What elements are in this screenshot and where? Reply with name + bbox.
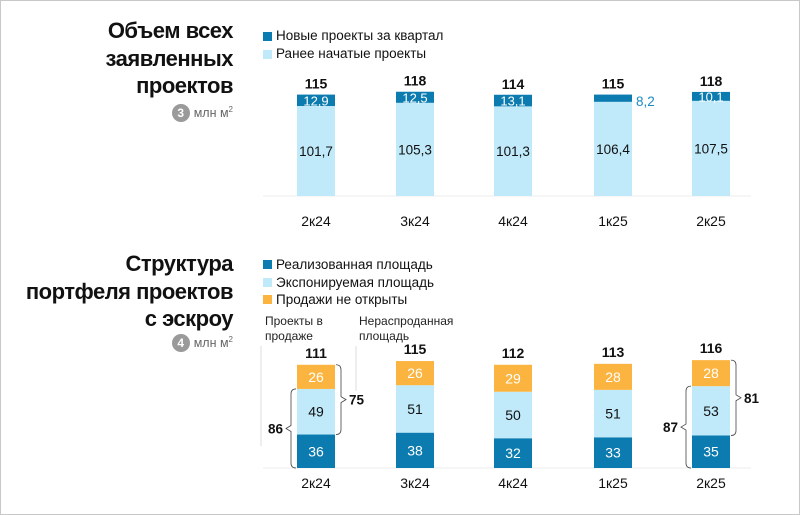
bracket xyxy=(730,359,742,436)
bar-segment-realized xyxy=(692,435,730,468)
bar-segment-realized xyxy=(396,432,434,468)
chart2-legend: Реализованная площадь Экспонируемая площ… xyxy=(263,256,434,309)
bar-value: 53 xyxy=(703,403,719,419)
chart1-unit: 3 млн м2 xyxy=(171,104,233,122)
bar-value-prev: 106,4 xyxy=(596,142,630,157)
x-tick-label: 4к24 xyxy=(498,475,528,491)
bar-segment-prev xyxy=(494,106,532,196)
bar-value-prev: 101,7 xyxy=(299,144,333,159)
x-tick-label: 1к25 xyxy=(598,475,628,491)
bar-total: 115 xyxy=(305,76,328,92)
bar-total: 112 xyxy=(502,345,525,361)
bar-segment-new xyxy=(297,94,335,106)
legend-swatch-new xyxy=(263,31,272,41)
bar-value: 26 xyxy=(308,369,324,385)
x-tick-label: 2к25 xyxy=(696,213,726,229)
bar-value: 36 xyxy=(308,443,324,459)
bar-segment-not-open xyxy=(396,361,434,386)
chart2-title: Структура портфеля проектов с эскроу xyxy=(25,251,234,331)
bar-value: 50 xyxy=(505,407,521,423)
chart1-badge: 3 xyxy=(171,104,190,122)
x-tick-label: 4к24 xyxy=(498,213,528,229)
bar-segment-exposed xyxy=(297,388,335,435)
bar-value: 26 xyxy=(407,365,423,381)
bar-total: 116 xyxy=(700,340,723,356)
bracket-label-unsold: 75 xyxy=(349,393,365,408)
bar-segment-realized xyxy=(594,437,632,468)
bar-total: 111 xyxy=(305,345,327,361)
bar-total: 118 xyxy=(404,73,427,89)
bar-value-new: 10,1 xyxy=(698,89,723,104)
bar-value: 32 xyxy=(505,445,521,461)
bar-segment-prev xyxy=(594,101,632,196)
bar-segment-not-open xyxy=(297,364,335,389)
x-tick-label: 2к25 xyxy=(696,475,726,491)
chart2-unit: 4 млн м2 xyxy=(171,334,233,352)
x-tick-label: 2к24 xyxy=(301,475,331,491)
bar-segment-exposed xyxy=(594,389,632,438)
annotation-unsold: Нераспроданная площадь xyxy=(359,314,454,343)
bar-value-new: 12,9 xyxy=(303,93,328,108)
x-tick-label: 2к24 xyxy=(301,213,331,229)
bar-value-new: 12,5 xyxy=(402,90,427,105)
x-tick-label: 3к24 xyxy=(400,213,430,229)
bracket xyxy=(285,388,297,469)
bar-value-new: 8,2 xyxy=(636,94,655,109)
bar-segment-not-open xyxy=(594,363,632,390)
bar-segment-new xyxy=(594,94,632,102)
bar-segment-new xyxy=(396,91,434,103)
bar-segment-prev xyxy=(396,102,434,196)
bar-segment-not-open xyxy=(494,364,532,392)
bracket xyxy=(680,385,692,469)
bar-value: 29 xyxy=(505,370,521,386)
x-tick-label: 3к24 xyxy=(400,475,430,491)
bar-segment-realized xyxy=(494,438,532,468)
bar-segment-exposed xyxy=(692,386,730,436)
bar-segment-prev xyxy=(297,105,335,196)
bar-value-prev: 101,3 xyxy=(496,144,530,159)
bar-segment-realized xyxy=(297,434,335,468)
bracket-label-in-sale: 86 xyxy=(268,421,284,436)
bracket-label-in-sale: 87 xyxy=(663,420,678,435)
bar-value: 38 xyxy=(407,442,423,458)
bar-value: 35 xyxy=(703,444,719,460)
bar-segment-new xyxy=(494,94,532,107)
bar-total: 114 xyxy=(502,76,525,92)
bar-value: 51 xyxy=(605,406,621,422)
bar-total: 118 xyxy=(700,73,723,89)
bar-value-new: 13,1 xyxy=(500,94,525,109)
bar-value: 33 xyxy=(605,445,621,461)
bar-segment-prev xyxy=(692,100,730,196)
bar-segment-new xyxy=(692,91,730,101)
bar-total: 113 xyxy=(602,344,625,360)
chart2-badge: 4 xyxy=(171,334,190,352)
bracket xyxy=(335,364,347,435)
chart1-legend: Новые проекты за квартал Ранее начатые п… xyxy=(263,27,443,63)
bar-value: 28 xyxy=(703,365,719,381)
bar-total: 115 xyxy=(404,341,427,357)
bar-value-prev: 105,3 xyxy=(398,142,432,157)
bar-segment-exposed xyxy=(494,391,532,439)
bracket-label-unsold: 81 xyxy=(744,391,760,406)
chart1-title: Объем всех заявленных проектов xyxy=(105,18,234,98)
legend-swatch-prev xyxy=(263,49,272,59)
bar-value: 49 xyxy=(308,404,324,420)
bar-value: 28 xyxy=(605,369,621,385)
bar-value: 51 xyxy=(407,401,423,417)
bar-segment-not-open xyxy=(692,360,730,387)
bar-total: 115 xyxy=(602,76,625,92)
bar-value-prev: 107,5 xyxy=(694,141,728,156)
bar-segment-exposed xyxy=(396,385,434,433)
x-tick-label: 1к25 xyxy=(598,213,628,229)
annotation-in-sale: Проекты в продаже xyxy=(265,314,323,343)
